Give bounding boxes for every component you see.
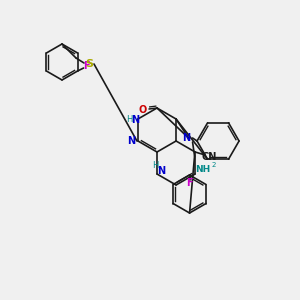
Text: CN: CN: [201, 152, 217, 162]
Text: 2: 2: [212, 162, 216, 168]
Text: H: H: [152, 161, 158, 170]
Text: N: N: [127, 136, 135, 146]
Text: H: H: [126, 116, 132, 124]
Text: F: F: [83, 61, 90, 71]
Text: N: N: [157, 166, 165, 176]
Text: NH: NH: [196, 164, 211, 173]
Text: S: S: [85, 59, 93, 69]
Text: N: N: [182, 133, 190, 143]
Text: F: F: [186, 178, 193, 188]
Text: O: O: [139, 105, 147, 115]
Text: N: N: [131, 115, 139, 125]
